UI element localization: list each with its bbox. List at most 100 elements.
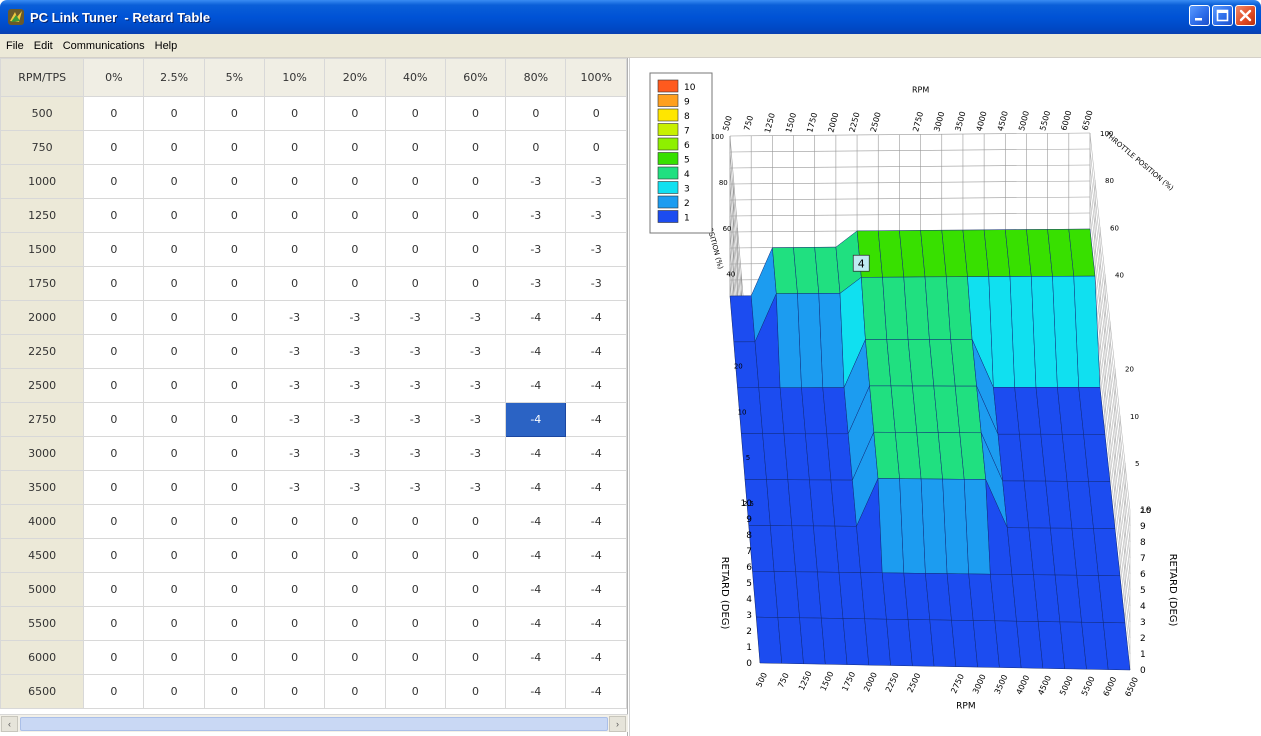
table-cell[interactable]: -3 [384,368,446,403]
table-cell[interactable]: -3 [384,300,446,335]
horizontal-scrollbar[interactable]: ‹ › [0,714,628,732]
table-cell[interactable]: 0 [384,130,446,165]
maximize-button[interactable] [1212,5,1233,26]
table-cell[interactable]: -4 [505,300,567,335]
table-cell[interactable]: 0 [444,198,507,233]
table-cell[interactable]: 0 [384,164,446,199]
table-cell[interactable]: 0 [444,96,507,131]
table-cell[interactable]: 0 [384,606,446,641]
table-cell[interactable]: -3 [324,300,386,335]
table-cell[interactable]: -4 [565,402,627,437]
menu-file[interactable]: File [6,39,24,52]
menu-edit[interactable]: Edit [33,39,53,52]
table-cell[interactable]: 0 [143,300,205,335]
menu-help[interactable]: Help [154,39,178,52]
table-cell[interactable]: 0 [263,266,326,301]
table-cell[interactable]: -4 [565,368,627,403]
table-cell[interactable]: 0 [143,470,205,505]
table-cell[interactable]: 0 [565,130,627,165]
table-cell[interactable]: 0 [83,232,145,267]
table-cell[interactable]: -3 [263,402,326,437]
title-bar[interactable]: PC Link Tuner - Retard Table [0,0,1261,34]
table-cell[interactable]: 0 [263,198,326,233]
table-cell[interactable]: -4 [505,402,567,437]
table-cell[interactable]: -4 [505,606,567,641]
table-cell[interactable]: -4 [505,674,567,709]
table-cell[interactable]: 0 [203,640,265,675]
table-cell[interactable]: -3 [505,198,567,233]
table-cell[interactable]: -3 [384,470,446,505]
table-cell[interactable]: 0 [143,640,205,675]
table-cell[interactable]: 0 [324,198,386,233]
table-cell[interactable]: 0 [143,334,205,369]
table-cell[interactable]: 0 [203,436,265,471]
table-cell[interactable]: 0 [83,198,145,233]
table-cell[interactable]: 0 [263,164,326,199]
table-cell[interactable]: 0 [263,130,326,165]
table-cell[interactable]: -3 [384,402,446,437]
table-cell[interactable]: 0 [203,266,265,301]
table-cell[interactable]: 0 [324,674,386,709]
table-cell[interactable]: 0 [83,572,145,607]
menu-communications[interactable]: Communications [62,39,145,52]
table-cell[interactable]: 0 [83,504,145,539]
table-cell[interactable]: 0 [444,504,507,539]
table-cell[interactable]: -3 [444,436,507,471]
table-cell[interactable]: -3 [505,164,567,199]
table-cell[interactable]: -3 [263,436,326,471]
table-cell[interactable]: 0 [505,96,567,131]
scroll-right-button[interactable]: › [609,716,626,732]
table-cell[interactable]: 0 [324,606,386,641]
table-cell[interactable]: -3 [263,334,326,369]
table-cell[interactable]: -3 [324,436,386,471]
table-cell[interactable]: 0 [143,164,205,199]
table-cell[interactable]: 0 [83,164,145,199]
table-cell[interactable]: 0 [203,164,265,199]
table-cell[interactable]: 0 [324,572,386,607]
table-cell[interactable]: -4 [565,606,627,641]
table-cell[interactable]: 0 [203,674,265,709]
table-cell[interactable]: 0 [143,266,205,301]
table-cell[interactable]: -3 [505,232,567,267]
table-cell[interactable]: 0 [324,504,386,539]
table-cell[interactable]: 0 [143,606,205,641]
table-cell[interactable]: 0 [324,130,386,165]
table-cell[interactable]: 0 [83,300,145,335]
table-cell[interactable]: 0 [143,436,205,471]
table-cell[interactable]: 0 [143,538,205,573]
table-cell[interactable]: 0 [384,640,446,675]
table-cell[interactable]: 0 [203,402,265,437]
scroll-left-button[interactable]: ‹ [1,716,18,732]
table-cell[interactable]: 0 [444,164,507,199]
table-cell[interactable]: 0 [203,130,265,165]
table-cell[interactable]: 0 [263,96,326,131]
table-cell[interactable]: -4 [565,334,627,369]
table-cell[interactable]: 0 [143,198,205,233]
table-cell[interactable]: -4 [565,572,627,607]
table-cell[interactable]: 0 [263,640,326,675]
table-cell[interactable]: -3 [324,334,386,369]
table-cell[interactable]: -4 [505,504,567,539]
table-cell[interactable]: -4 [505,538,567,573]
table-cell[interactable]: -3 [444,402,507,437]
table-cell[interactable]: 0 [83,436,145,471]
table-cell[interactable]: -3 [263,368,326,403]
scroll-thumb[interactable] [20,717,608,731]
table-cell[interactable]: 0 [143,232,205,267]
table-cell[interactable]: -3 [324,402,386,437]
table-cell[interactable]: 0 [505,130,567,165]
table-cell[interactable]: -4 [565,674,627,709]
table-cell[interactable]: 0 [203,232,265,267]
close-button[interactable] [1235,5,1256,26]
table-cell[interactable]: -4 [505,572,567,607]
table-cell[interactable]: 0 [565,96,627,131]
table-cell[interactable]: 0 [384,266,446,301]
table-cell[interactable]: -3 [565,164,627,199]
table-cell[interactable]: -3 [565,266,627,301]
table-cell[interactable]: -3 [263,470,326,505]
table-cell[interactable]: -3 [324,470,386,505]
table-cell[interactable]: -3 [444,470,507,505]
table-cell[interactable]: -3 [505,266,567,301]
table-cell[interactable]: 0 [203,198,265,233]
table-cell[interactable]: -4 [505,368,567,403]
